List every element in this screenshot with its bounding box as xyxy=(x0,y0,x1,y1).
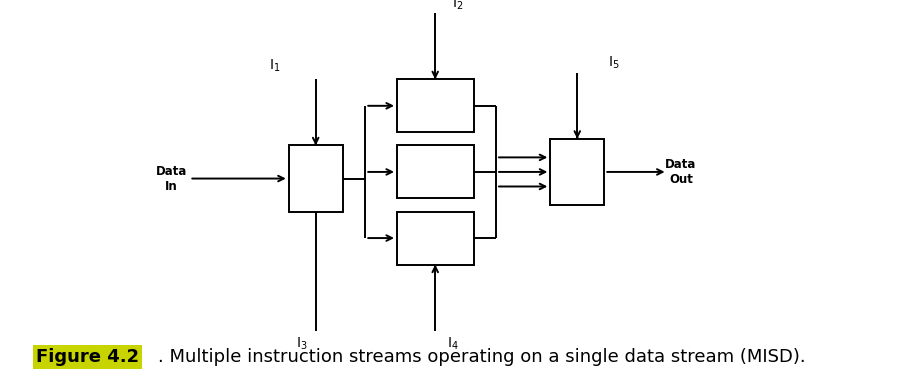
Text: Figure 4.2: Figure 4.2 xyxy=(36,348,139,366)
Bar xyxy=(397,79,474,132)
Bar xyxy=(550,139,604,205)
Bar xyxy=(289,145,343,212)
Text: I$_5$: I$_5$ xyxy=(608,54,619,71)
Text: Data
In: Data In xyxy=(156,165,187,193)
Text: I$_1$: I$_1$ xyxy=(270,58,281,74)
Text: . Multiple instruction streams operating on a single data stream (MISD).: . Multiple instruction streams operating… xyxy=(158,348,805,366)
Bar xyxy=(397,145,474,198)
Text: Data
Out: Data Out xyxy=(666,158,696,186)
Bar xyxy=(397,212,474,265)
Text: I$_4$: I$_4$ xyxy=(447,336,459,352)
Text: I$_2$: I$_2$ xyxy=(452,0,464,12)
Text: I$_3$: I$_3$ xyxy=(297,336,308,352)
